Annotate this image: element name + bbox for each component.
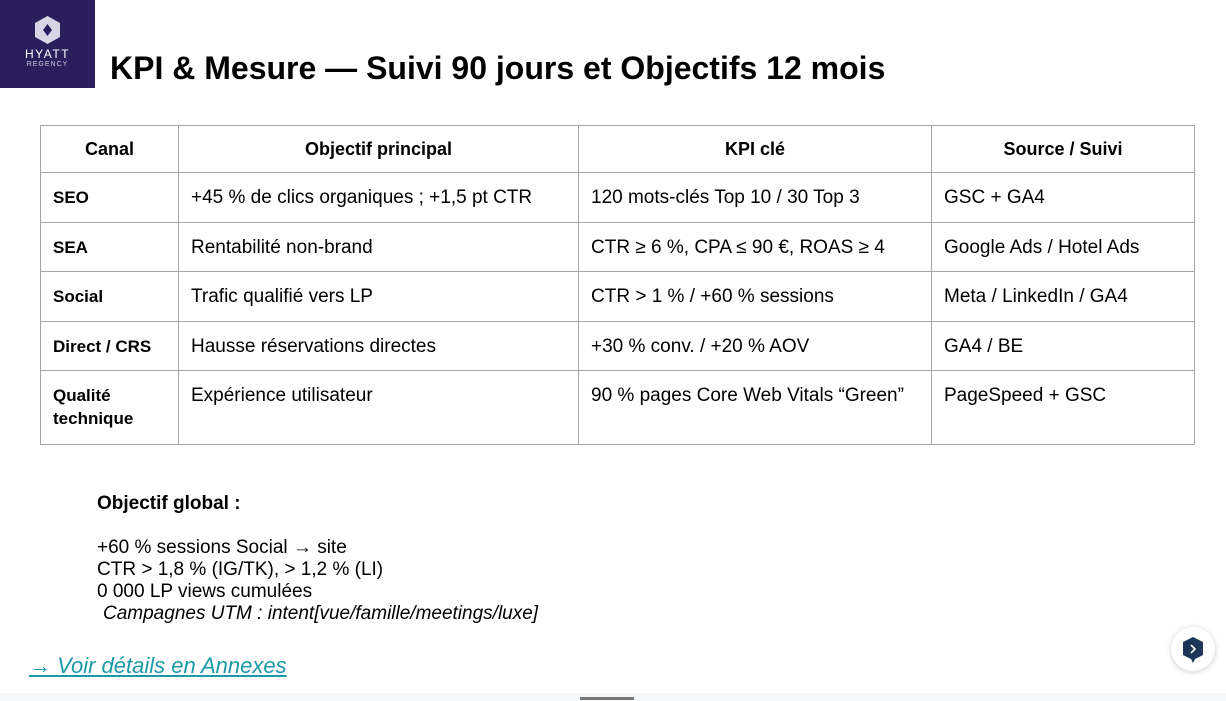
logo-subtext: REGENCY: [26, 61, 69, 68]
cell: Google Ads / Hotel Ads: [931, 222, 1195, 272]
cell: Hausse réservations directes: [178, 321, 579, 371]
cell: Expérience utilisateur: [178, 370, 579, 445]
table-row: SEO +45 % de clics organiques ; +1,5 pt …: [40, 172, 1195, 223]
header-kpi: KPI clé: [578, 125, 932, 173]
table-row: Direct / CRS Hausse réservations directe…: [40, 321, 1195, 371]
hyatt-regency-logo: HYATT REGENCY: [0, 0, 95, 88]
header-canal: Canal: [40, 125, 179, 173]
objective-utm: Campagnes UTM : intent[vue/famille/meeti…: [103, 603, 539, 624]
cell: PageSpeed + GSC: [931, 370, 1195, 445]
table-row: Qualité technique Expérience utilisateur…: [40, 370, 1195, 445]
page-title: KPI & Mesure — Suivi 90 jours et Objecti…: [110, 50, 886, 86]
objective-line: 0 000 LP views cumulées: [97, 581, 313, 602]
cell: +30 % conv. / +20 % AOV: [578, 321, 932, 371]
cell: Meta / LinkedIn / GA4: [931, 271, 1195, 322]
global-objective: Objectif global : +60 % sessions Social …: [97, 493, 538, 625]
cell: Social: [40, 271, 179, 322]
cell: Qualité technique: [40, 370, 179, 445]
header-objectif: Objectif principal: [178, 125, 579, 173]
header-source: Source / Suivi: [931, 125, 1195, 173]
cell: Rentabilité non-brand: [178, 222, 579, 272]
table-header-row: Canal Objectif principal KPI clé Source …: [40, 125, 1195, 173]
table-row: Social Trafic qualifié vers LP CTR > 1 %…: [40, 271, 1195, 322]
kpi-table: Canal Objectif principal KPI clé Source …: [40, 125, 1195, 445]
objective-line: CTR > 1,8 % (IG/TK), > 1,2 % (LI): [97, 559, 384, 580]
cell: SEA: [40, 222, 179, 272]
objective-title: Objectif global :: [97, 493, 241, 514]
cell: Trafic qualifié vers LP: [178, 271, 579, 322]
table-row: SEA Rentabilité non-brand CTR ≥ 6 %, CPA…: [40, 222, 1195, 272]
cell: GSC + GA4: [931, 172, 1195, 223]
cell: CTR > 1 % / +60 % sessions: [578, 271, 932, 322]
cell: GA4 / BE: [931, 321, 1195, 371]
cell: +45 % de clics organiques ; +1,5 pt CTR: [178, 172, 579, 223]
cell: 120 mots-clés Top 10 / 30 Top 3: [578, 172, 932, 223]
drag-handle[interactable]: [580, 697, 634, 700]
cell: 90 % pages Core Web Vitals “Green”: [578, 370, 932, 445]
logo-text: HYATT: [24, 47, 71, 61]
assistant-icon: [1183, 637, 1203, 663]
hyatt-logo-icon: [35, 16, 60, 44]
annexes-link[interactable]: → Voir détails en Annexes: [29, 653, 287, 678]
cell: Direct / CRS: [40, 321, 179, 371]
assistant-button[interactable]: [1171, 627, 1215, 671]
objective-line: +60 % sessions Social → site: [97, 537, 347, 558]
cell: CTR ≥ 6 %, CPA ≤ 90 €, ROAS ≥ 4: [578, 222, 932, 272]
cell: SEO: [40, 172, 179, 223]
